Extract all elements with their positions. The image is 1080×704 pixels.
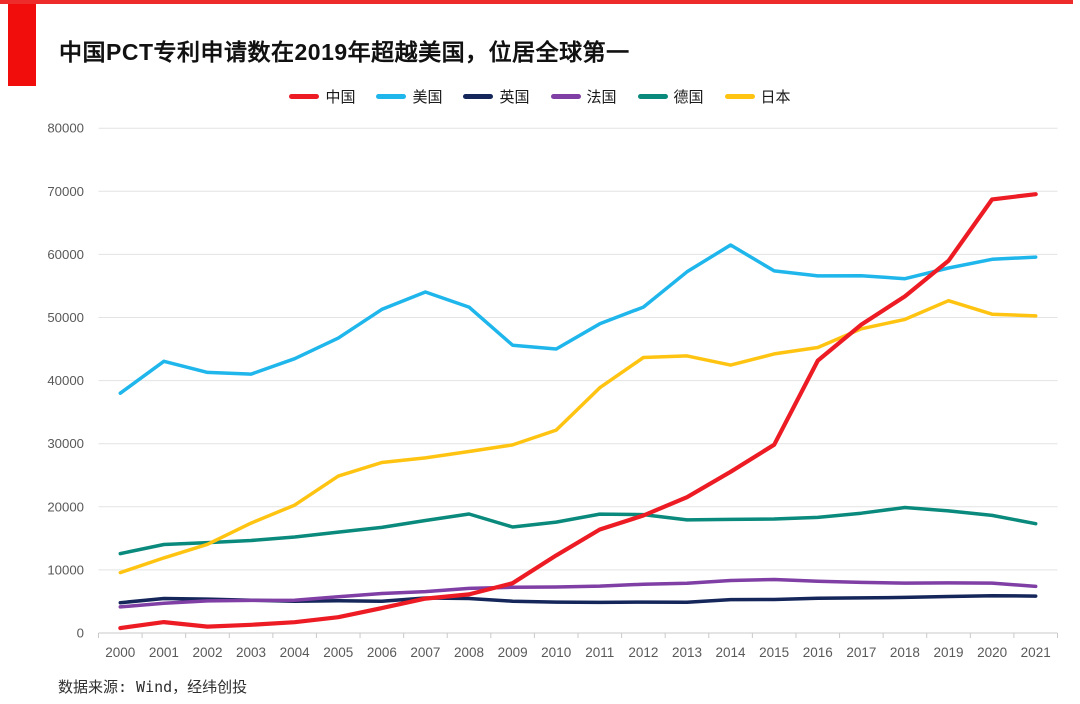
y-axis-label: 60000 [47, 247, 84, 262]
x-axis-label: 2020 [977, 645, 1007, 660]
x-axis-label: 2011 [585, 645, 614, 660]
x-axis-label: 2004 [280, 645, 311, 660]
legend-label-china: 中国 [325, 89, 356, 106]
y-axis-label: 30000 [47, 436, 84, 451]
legend-label-uk: 英国 [499, 89, 530, 106]
x-axis-label: 2008 [454, 645, 484, 660]
y-axis-label: 80000 [47, 121, 84, 136]
x-axis-label: 2018 [890, 645, 920, 660]
y-axis-label: 10000 [47, 562, 84, 577]
x-axis-label: 2001 [149, 645, 179, 660]
legend-swatch-usa [376, 94, 407, 99]
series-line-germany [118, 505, 1038, 556]
chart-legend: 中国 美国 英国 法国 德国 日本 [0, 86, 1080, 107]
legend-item-uk: 英国 [463, 86, 530, 107]
x-axis-label: 2003 [236, 645, 266, 660]
x-axis-label: 2000 [105, 645, 135, 660]
x-axis-label: 2019 [933, 645, 963, 660]
series-line-france [118, 577, 1038, 609]
x-axis-label: 2005 [323, 645, 353, 660]
legend-swatch-france [550, 94, 581, 99]
x-axis-label: 2013 [672, 645, 702, 660]
x-axis-label: 2010 [541, 645, 571, 660]
x-axis-label: 2007 [410, 645, 440, 660]
legend-label-japan: 日本 [760, 89, 791, 106]
legend-swatch-germany [637, 94, 668, 99]
x-axis-label: 2002 [192, 645, 222, 660]
y-axis-label: 0 [77, 626, 84, 641]
legend-label-germany: 德国 [673, 89, 704, 106]
legend-swatch-china [289, 94, 320, 99]
x-axis-label: 2015 [759, 645, 789, 660]
x-axis-label: 2017 [846, 645, 876, 660]
legend-label-france: 法国 [586, 89, 617, 106]
x-axis-label: 2012 [628, 645, 658, 660]
legend-item-france: 法国 [550, 86, 617, 107]
legend-item-germany: 德国 [637, 86, 704, 107]
legend-label-usa: 美国 [412, 89, 443, 106]
x-axis-label: 2009 [498, 645, 528, 660]
legend-swatch-uk [463, 94, 494, 99]
y-axis-label: 20000 [47, 499, 84, 514]
top-accent-line [0, 0, 1073, 4]
series-line-japan [118, 298, 1038, 575]
x-axis-label: 2016 [803, 645, 833, 660]
x-axis-label: 2021 [1021, 645, 1051, 660]
y-axis-label: 50000 [47, 310, 84, 325]
legend-item-usa: 美国 [376, 86, 442, 107]
x-axis-label: 2014 [716, 645, 747, 660]
y-axis-label: 40000 [47, 373, 84, 388]
legend-item-japan: 日本 [724, 86, 791, 107]
legend-swatch-japan [724, 94, 755, 99]
series-line-usa [118, 243, 1038, 395]
chart-title: 中国PCT专利申请数在2019年超越美国，位居全球第一 [59, 39, 630, 65]
x-axis-label: 2006 [367, 645, 397, 660]
series-line-china [118, 192, 1038, 631]
y-axis-label: 70000 [47, 184, 84, 199]
data-source: 数据来源: Wind，经纬创投 [58, 678, 248, 696]
red-accent-block [8, 4, 36, 86]
legend-item-china: 中国 [289, 86, 355, 107]
